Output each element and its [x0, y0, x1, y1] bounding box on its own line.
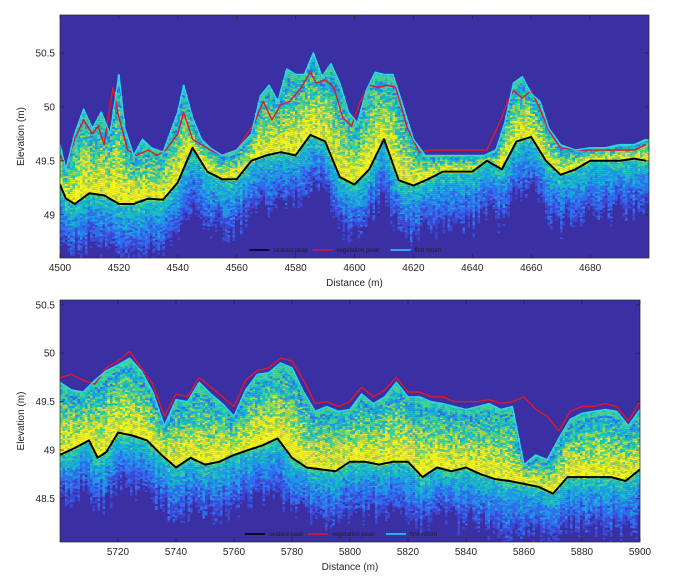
top-chart-panel: 4500 4520 4540 4560 4580 4600 4620 4640 4660 4680…: [16, 14, 650, 289]
bottom-chart-panel: 5720 5740 5760 5780 5800 5820 5840 5860 5880 5900…: [16, 299, 652, 573]
y-axis-label: Elevation (m): [16, 392, 27, 451]
y-tick-label: 50: [44, 102, 56, 113]
x-axis-label: Distance (m): [322, 562, 379, 573]
legend-entry-vegetation-peak: vegetation peak: [332, 532, 375, 538]
x-tick-label: 5720: [107, 547, 130, 558]
x-tick-label: 4640: [461, 263, 484, 274]
legend-entry-seabed-peak: seabed peak: [269, 532, 304, 538]
x-tick-label: 4680: [579, 263, 602, 274]
x-tick-label: 4560: [226, 263, 249, 274]
x-tick-label: 5840: [455, 547, 478, 558]
x-tick-label: 4520: [108, 263, 131, 274]
y-tick-label: 49.5: [36, 397, 56, 408]
legend-entry-vegetation-peak: vegetation peak: [337, 248, 380, 254]
x-tick-label: 4580: [284, 263, 307, 274]
x-tick-label: 5780: [281, 547, 304, 558]
y-tick-label: 49.5: [36, 156, 56, 167]
backscatter-heatmap: [60, 358, 640, 542]
vegetation-peak-line: [60, 350, 640, 432]
legend-entry-seabed-peak: seabed peak: [274, 248, 309, 254]
y-tick-label: 50: [44, 349, 56, 360]
x-tick-label: 5740: [165, 547, 188, 558]
x-tick-label: 4540: [167, 263, 190, 274]
x-tick-label: 5760: [223, 547, 246, 558]
x-tick-label: 5860: [513, 547, 536, 558]
y-tick-label: 50.5: [36, 48, 56, 59]
legend-entry-first-return: first return: [410, 532, 437, 538]
x-tick-label: 4660: [520, 263, 543, 274]
backscatter-heatmap: [60, 54, 649, 258]
x-tick-label: 4500: [49, 263, 72, 274]
y-tick-label: 49: [44, 210, 56, 221]
x-tick-label: 5820: [397, 547, 420, 558]
first-return-line: [60, 52, 647, 171]
first-return-line: [60, 357, 640, 466]
x-tick-label: 4620: [402, 263, 425, 274]
x-tick-label: 4600: [343, 263, 366, 274]
legend: seabed peak vegetation peak first return: [249, 248, 442, 254]
seabed-peak-line: [60, 133, 647, 205]
y-tick-label: 50.5: [36, 300, 56, 311]
x-tick-label: 5880: [571, 547, 594, 558]
y-tick-label: 49: [44, 446, 56, 457]
legend-entry-first-return: first return: [415, 248, 442, 254]
x-axis-label: Distance (m): [326, 278, 383, 289]
x-tick-label: 5900: [629, 547, 652, 558]
legend: seabed peak vegetation peak first return: [245, 532, 437, 538]
seabed-peak-line: [60, 431, 640, 495]
y-axis-label: Elevation (m): [16, 107, 27, 166]
y-tick-label: 48.5: [36, 494, 56, 505]
x-tick-label: 5800: [339, 547, 362, 558]
